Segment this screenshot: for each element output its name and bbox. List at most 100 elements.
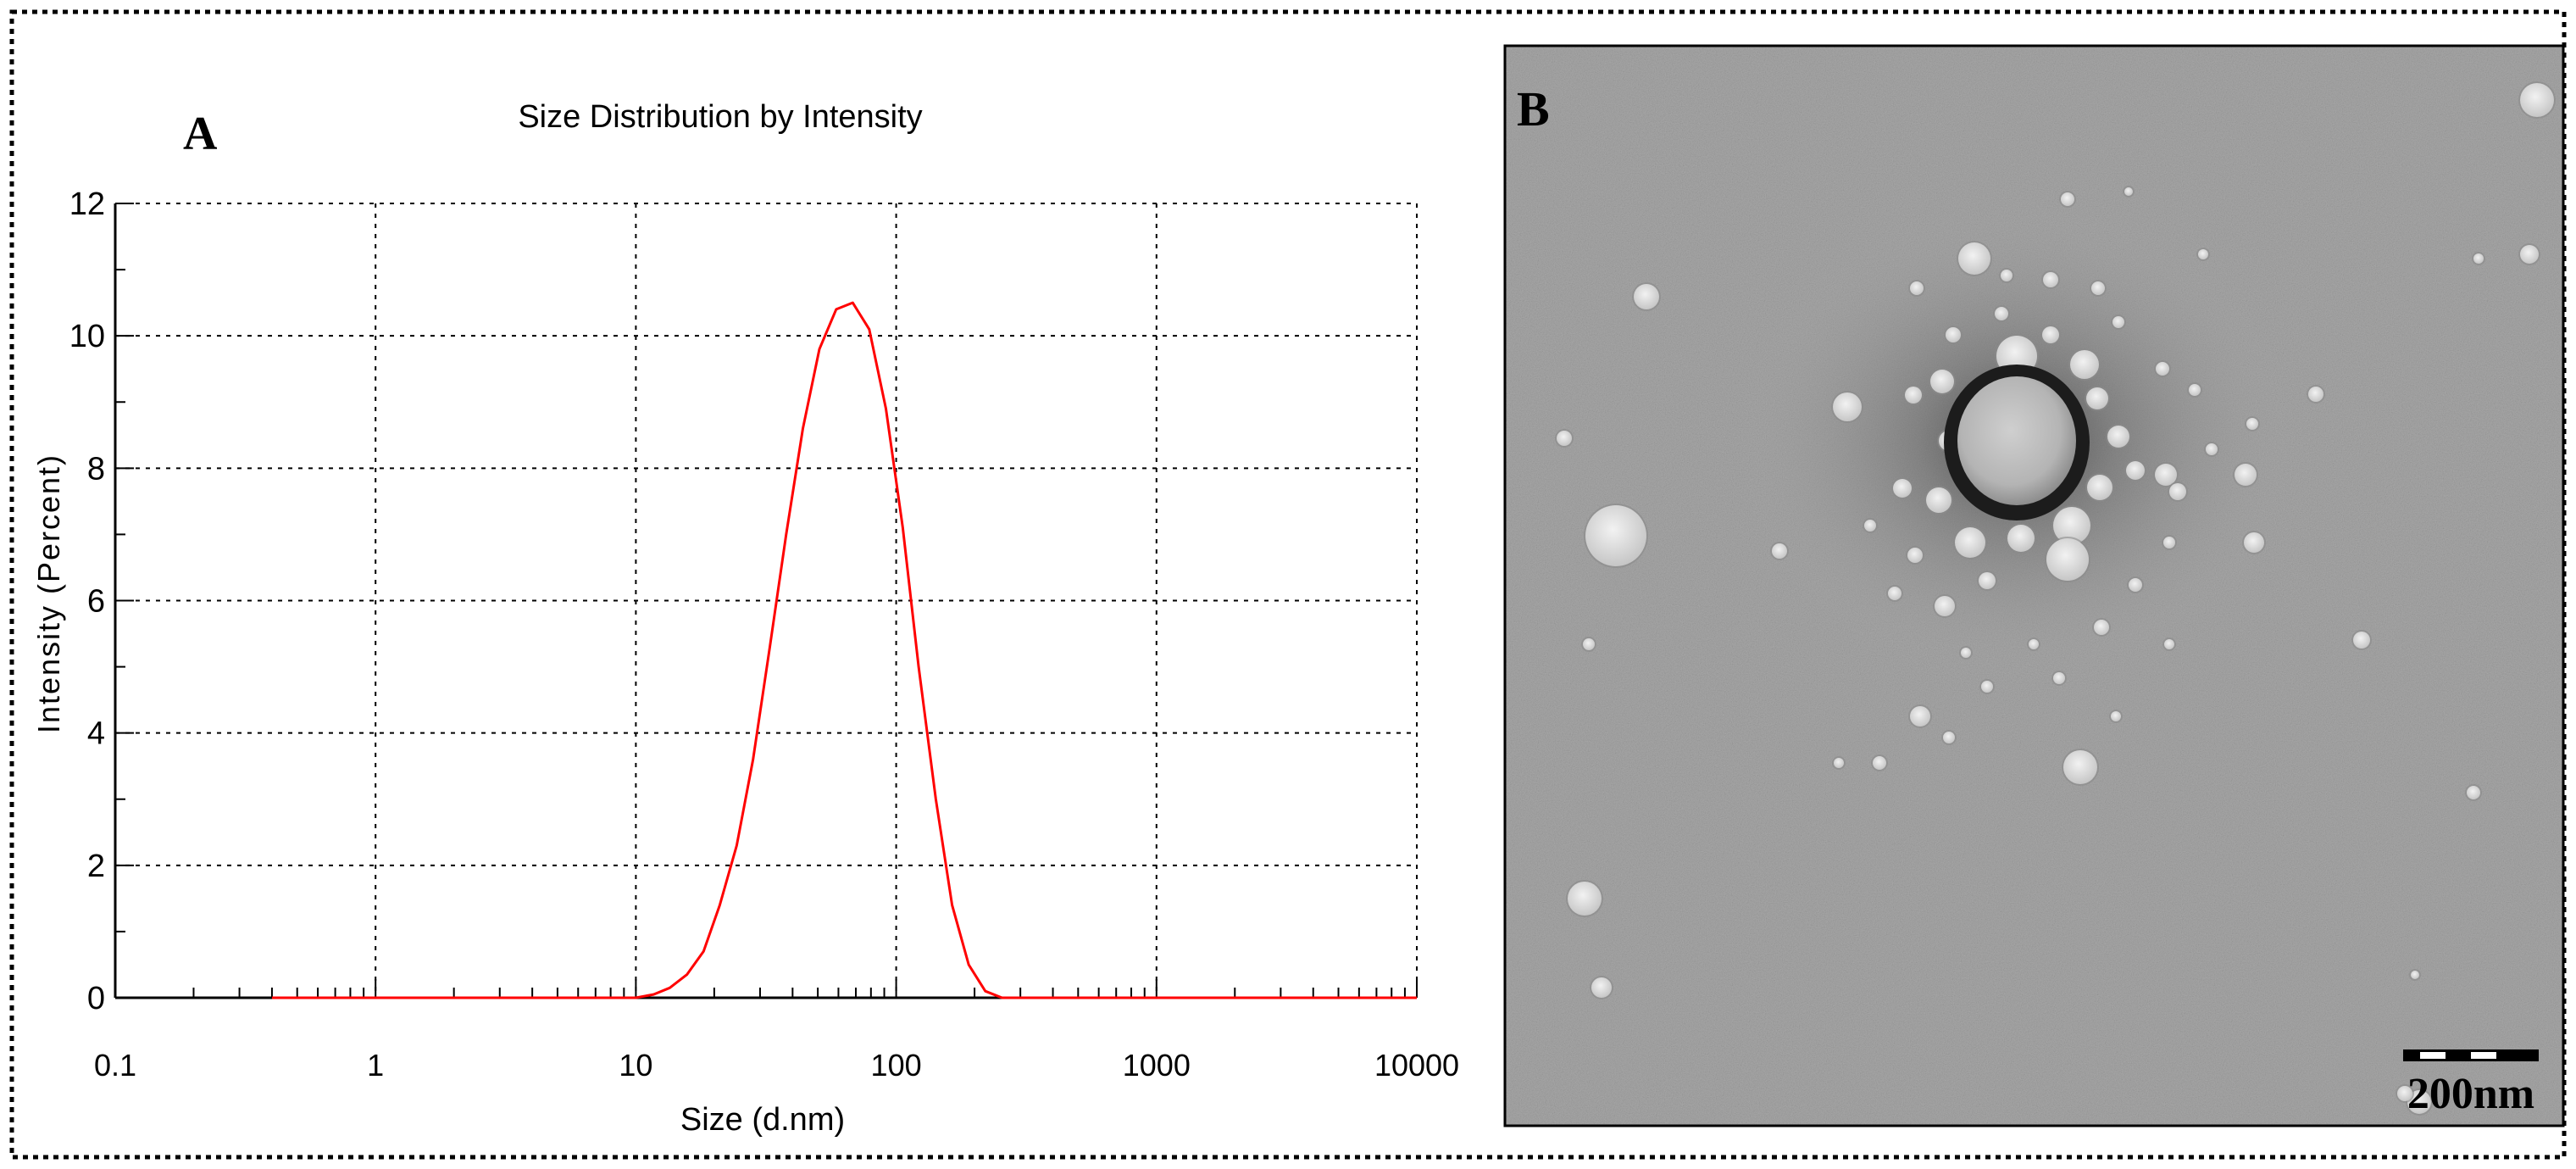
panel-b-label: B	[1517, 81, 1550, 136]
particle	[2091, 281, 2105, 295]
scale-bar-label: 200nm	[2407, 1070, 2534, 1118]
x-tick-label: 100	[871, 1048, 922, 1083]
particle	[1961, 648, 1971, 658]
particle	[2007, 525, 2035, 552]
particle	[1634, 284, 1659, 309]
particle	[2411, 971, 2419, 979]
particle	[2520, 83, 2554, 117]
particle	[2107, 426, 2129, 448]
particle	[1568, 882, 1602, 916]
particle	[2206, 443, 2218, 455]
x-tick-label: 1	[367, 1048, 384, 1083]
y-axis-label: Intensity (Percent)	[31, 454, 66, 733]
particle	[1833, 392, 1862, 421]
particle-cluster	[1555, 81, 2556, 1116]
particle	[1926, 487, 1951, 513]
chart-grid	[115, 203, 1418, 998]
particle	[1873, 756, 1886, 770]
particle	[2129, 578, 2142, 592]
particle	[1946, 327, 1961, 342]
scale-bar: 200nm	[2403, 1049, 2539, 1118]
particle	[2397, 1086, 2412, 1101]
particle	[1585, 505, 1646, 566]
particle	[2053, 507, 2090, 544]
particle	[2046, 538, 2089, 581]
x-tick-label: 0.1	[94, 1048, 136, 1083]
particle	[1930, 370, 1954, 393]
particle	[2353, 632, 2370, 649]
x-tick-label: 1000	[1123, 1048, 1191, 1083]
particle	[2042, 326, 2059, 343]
particle	[1888, 587, 1901, 600]
particle	[2111, 711, 2121, 721]
particle	[2520, 245, 2539, 264]
particle	[1979, 572, 1996, 589]
particle	[2043, 272, 2058, 287]
particle	[2087, 475, 2112, 500]
particle	[2308, 387, 2323, 402]
y-tick-label: 10	[69, 319, 105, 354]
scale-bar-segment	[2420, 1052, 2446, 1059]
particle	[2156, 362, 2169, 376]
chart-title: Size Distribution by Intensity	[518, 99, 922, 135]
chart-series	[272, 301, 1417, 999]
micrograph-border	[1503, 44, 2565, 1127]
particle	[1943, 732, 1955, 743]
particle	[2164, 639, 2174, 649]
particle	[2169, 483, 2186, 500]
x-tick-label: 10000	[1374, 1048, 1459, 1083]
particle	[1591, 977, 1612, 998]
particle	[1893, 479, 1912, 498]
particle	[2001, 270, 2012, 281]
particle	[2163, 537, 2175, 548]
particle	[2155, 464, 2177, 486]
particle	[1910, 706, 1930, 726]
particle	[1772, 543, 1787, 559]
y-tick-label: 0	[87, 981, 105, 1016]
particle	[1935, 596, 1955, 616]
particle	[1910, 281, 1924, 295]
particle	[1905, 387, 1922, 404]
particle	[2473, 253, 2484, 264]
y-tick-label: 6	[87, 584, 105, 620]
particle	[2094, 620, 2109, 635]
particle	[1958, 242, 1990, 275]
series-line	[272, 301, 1417, 999]
particle	[1864, 520, 1876, 532]
particle	[2235, 464, 2257, 486]
panel-a: A Size Distribution by Intensity 0.1 1 10 1…	[31, 99, 1459, 1138]
panel-a-label: A	[183, 108, 218, 160]
particle	[2126, 461, 2145, 480]
x-tick-label: 10	[619, 1048, 652, 1083]
particle	[2244, 532, 2264, 553]
scale-bar-segment	[2471, 1052, 2496, 1059]
large-particle	[1957, 376, 2076, 505]
particle	[1583, 638, 1595, 650]
particle	[2112, 316, 2124, 328]
particle	[2189, 384, 2201, 396]
particle	[2124, 187, 2133, 196]
particle	[2063, 750, 2097, 784]
particle	[1834, 758, 1844, 768]
particle	[1557, 431, 1572, 446]
particle	[2061, 192, 2074, 206]
y-tick-label: 12	[69, 186, 105, 222]
particle	[1981, 681, 1993, 693]
tem-micrograph	[1503, 44, 2565, 1127]
particle	[2053, 672, 2065, 684]
particle	[1907, 548, 1923, 563]
y-tick-labels: 0 2 4 6 8 10 12	[69, 186, 105, 1016]
particle	[1955, 527, 1985, 558]
particle	[2198, 249, 2208, 259]
particle	[2029, 639, 2039, 649]
y-tick-label: 4	[87, 716, 105, 752]
y-tick-label: 2	[87, 849, 105, 884]
particle	[2467, 786, 2480, 799]
particle	[2070, 350, 2099, 379]
panel-b: B 200nm	[1503, 44, 2565, 1127]
particle	[2086, 387, 2108, 409]
y-tick-label: 8	[87, 451, 105, 487]
particle	[2246, 418, 2258, 430]
